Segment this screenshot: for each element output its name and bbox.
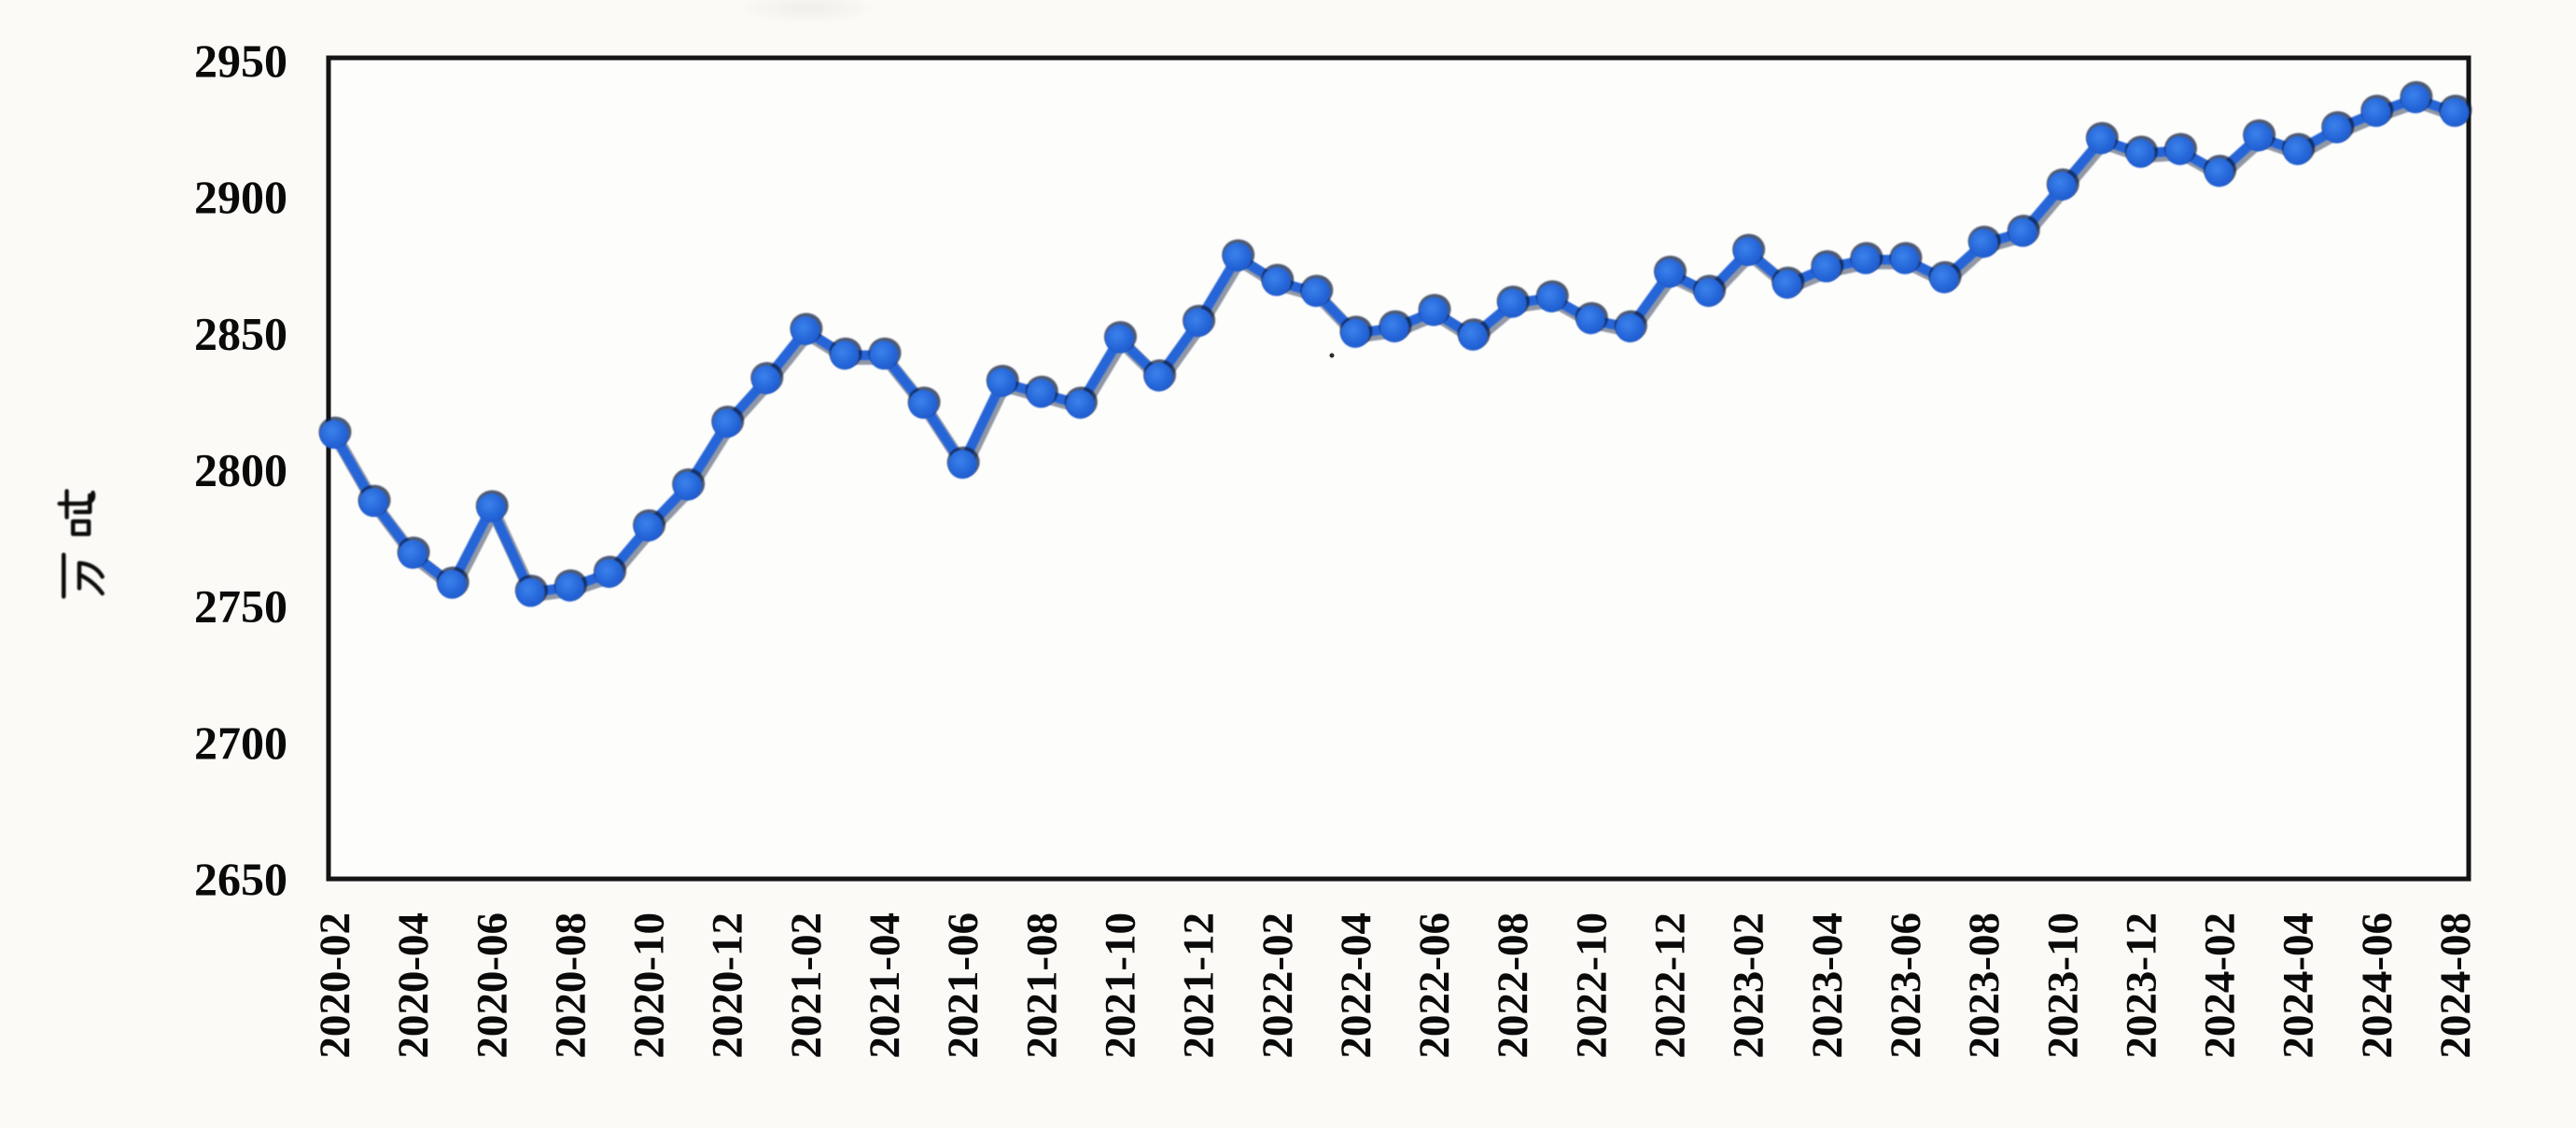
x-tick-label: 2022-02 — [1253, 912, 1302, 1059]
data-point — [987, 368, 1016, 397]
data-point — [1851, 244, 1881, 274]
data-point — [1419, 297, 1449, 327]
data-point — [1301, 277, 1331, 307]
data-point — [1026, 379, 1056, 409]
data-point — [908, 389, 938, 419]
data-point — [398, 539, 427, 569]
data-point — [1104, 324, 1134, 354]
x-tick-label: 2021-02 — [782, 912, 831, 1059]
x-tick-label: 2023-04 — [1803, 912, 1852, 1059]
data-point — [673, 471, 703, 501]
glyph-wan — [61, 552, 105, 599]
data-point — [2401, 84, 2430, 114]
data-point — [830, 341, 860, 370]
y-tick-label: 2850 — [194, 307, 287, 359]
data-point — [1497, 288, 1527, 318]
photo-smudge — [737, 0, 877, 24]
x-tick-label: 2020-12 — [704, 912, 752, 1059]
y-tick-label: 2650 — [194, 853, 287, 905]
data-point — [1340, 318, 1370, 348]
data-point — [1929, 264, 1959, 294]
x-tick-label: 2022-12 — [1646, 912, 1695, 1059]
x-tick-label: 2022-10 — [1567, 912, 1616, 1059]
x-tick-label: 2021-10 — [1096, 912, 1144, 1059]
data-point — [1694, 277, 1724, 307]
x-tick-label: 2022-04 — [1332, 912, 1380, 1059]
y-axis-title-glyphs — [57, 489, 105, 599]
data-point — [634, 512, 664, 542]
x-tick-label: 2021-04 — [861, 912, 909, 1059]
data-point — [476, 493, 506, 522]
data-point — [515, 578, 545, 607]
x-tick-label: 2023-06 — [1882, 912, 1930, 1059]
x-tick-label: 2021-12 — [1175, 912, 1224, 1059]
x-tick-label: 2023-02 — [1725, 912, 1773, 1059]
data-point — [2205, 158, 2234, 188]
data-point — [2047, 171, 2077, 201]
x-tick-label: 2024-06 — [2353, 912, 2401, 1059]
data-point — [2322, 114, 2352, 144]
data-point — [437, 569, 467, 599]
x-tick-label: 2020-10 — [625, 912, 674, 1059]
data-point — [595, 559, 624, 589]
x-tick-label: 2021-06 — [939, 912, 987, 1059]
data-point — [1615, 313, 1645, 342]
data-point — [712, 409, 742, 439]
data-point — [869, 341, 899, 370]
y-tick-label: 2700 — [194, 717, 287, 769]
data-point — [2086, 125, 2116, 155]
data-point — [319, 419, 349, 449]
x-tick-label: 2024-04 — [2275, 912, 2323, 1059]
data-point — [2361, 98, 2391, 128]
data-point — [947, 450, 977, 480]
data-point — [2244, 122, 2274, 152]
data-point — [1655, 258, 1685, 288]
data-point — [1183, 308, 1213, 338]
data-point — [1223, 242, 1253, 272]
data-point — [1575, 305, 1605, 335]
glyph-dun — [57, 489, 96, 536]
x-tick-label: 2022-08 — [1489, 912, 1537, 1059]
x-tick-label: 2021-08 — [1017, 912, 1066, 1059]
y-tick-label: 2750 — [194, 580, 287, 633]
data-point — [1733, 237, 1763, 267]
x-tick-label: 2024-08 — [2431, 912, 2480, 1059]
data-point — [1144, 362, 1174, 392]
x-tick-label: 2024-02 — [2196, 912, 2245, 1059]
data-point — [2283, 135, 2313, 165]
data-point — [1065, 389, 1095, 419]
x-tick-label: 2020-02 — [311, 912, 359, 1059]
ink-speck — [1329, 353, 1335, 358]
data-point — [1458, 321, 1488, 351]
data-point — [1968, 229, 1998, 258]
data-point — [1890, 244, 1920, 274]
x-tick-label: 2020-06 — [468, 912, 516, 1059]
data-point — [2440, 98, 2470, 128]
data-point — [751, 365, 781, 395]
y-tick-label: 2950 — [194, 35, 287, 87]
data-point — [1772, 270, 1802, 299]
data-point — [791, 315, 820, 345]
data-point — [2164, 135, 2194, 165]
data-point — [1262, 267, 1292, 297]
data-point — [554, 572, 584, 602]
data-point — [2125, 138, 2155, 168]
x-tick-label: 2023-10 — [2038, 912, 2087, 1059]
data-point — [1536, 283, 1566, 313]
x-tick-label: 2022-06 — [1410, 912, 1459, 1059]
data-point — [1379, 313, 1409, 342]
x-tick-label: 2023-12 — [2117, 912, 2165, 1059]
data-point — [358, 488, 388, 518]
y-tick-label: 2800 — [194, 444, 287, 496]
x-tick-label: 2020-04 — [389, 912, 438, 1059]
data-point — [1812, 253, 1841, 283]
plot-area — [326, 55, 2471, 882]
x-tick-label: 2023-08 — [1960, 912, 2009, 1059]
data-point — [2008, 217, 2037, 247]
x-tick-label: 2020-08 — [546, 912, 595, 1059]
y-tick-label: 2900 — [194, 171, 287, 223]
